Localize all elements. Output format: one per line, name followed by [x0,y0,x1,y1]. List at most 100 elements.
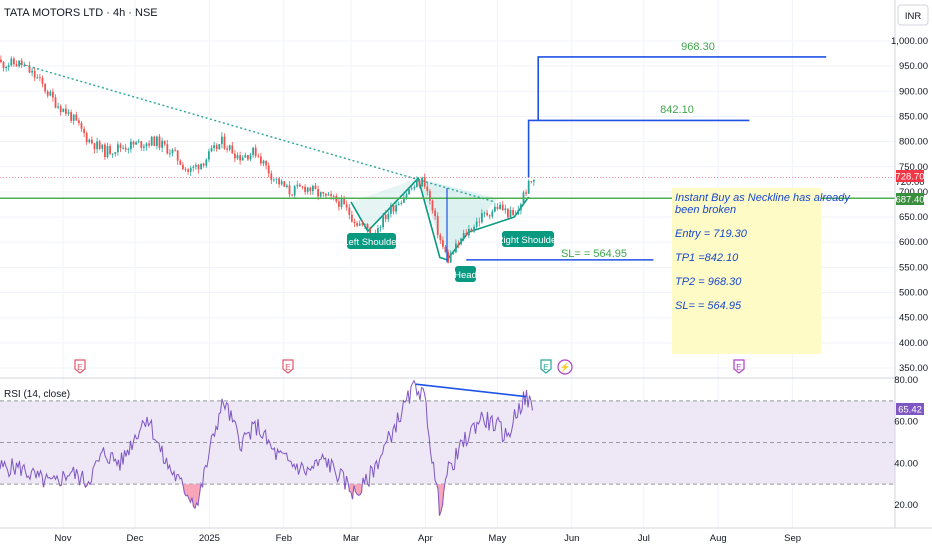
candle-body[interactable] [286,185,288,187]
head-badge[interactable]: Head [454,266,477,282]
candle-body[interactable] [455,243,457,253]
candle-body[interactable] [512,209,514,215]
time-axis[interactable]: Nov Dec 2025 Feb Mar Apr May Jun Jul Aug Sep [55,533,802,544]
candle-body[interactable] [41,77,44,84]
candle-body[interactable] [384,214,387,220]
candle-body[interactable] [496,206,499,209]
candle-body[interactable] [176,150,179,161]
candle-body[interactable] [301,186,304,188]
candle-body[interactable] [20,60,23,66]
candle-body[interactable] [221,136,223,145]
candle-body[interactable] [234,153,236,159]
candle-body[interactable] [202,163,205,166]
candle-body[interactable] [338,201,340,207]
candle-body[interactable] [70,112,72,121]
candle-body[interactable] [132,141,135,145]
candle-body[interactable] [114,152,117,154]
candle-body[interactable] [520,204,522,211]
candle-body[interactable] [457,243,460,245]
candle-body[interactable] [153,136,156,146]
rsi-series[interactable] [0,379,533,516]
candle-body[interactable] [395,205,397,212]
candle-body[interactable] [15,64,18,67]
candle-body[interactable] [197,165,200,170]
candle-body[interactable] [130,141,132,150]
candle-body[interactable] [72,114,75,121]
candle-body[interactable] [270,173,273,180]
candle-body[interactable] [509,209,512,218]
candle-body[interactable] [530,181,533,182]
candle-body[interactable] [275,178,278,180]
candle-body[interactable] [80,123,83,129]
candle-body[interactable] [379,227,382,229]
earnings-event-icon[interactable]: E [733,359,745,374]
candle-body[interactable] [161,140,163,148]
candle-body[interactable] [317,189,319,197]
candle-body[interactable] [254,147,257,156]
candle-body[interactable] [18,60,20,67]
candle-body[interactable] [327,194,330,196]
candle-body[interactable] [400,202,403,204]
candle-body[interactable] [288,185,291,195]
candle-body[interactable] [293,186,296,196]
candle-body[interactable] [106,146,109,158]
candle-body[interactable] [465,233,468,236]
candle-body[interactable] [491,211,494,217]
candle-body[interactable] [332,195,335,197]
candle-body[interactable] [31,70,33,73]
candle-body[interactable] [377,228,379,233]
candle-body[interactable] [208,151,210,160]
candle-body[interactable] [267,165,270,174]
candle-body[interactable] [309,187,312,192]
candle-body[interactable] [426,186,429,192]
candle-body[interactable] [7,65,10,68]
candle-body[interactable] [444,246,447,253]
candle-body[interactable] [265,160,267,166]
candle-body[interactable] [2,61,5,69]
candle-body[interactable] [163,140,166,145]
candle-body[interactable] [247,155,249,160]
candle-body[interactable] [439,234,442,241]
candle-body[interactable] [325,193,327,196]
candle-body[interactable] [223,136,226,149]
candle-body[interactable] [148,143,150,146]
candle-body[interactable] [475,221,478,227]
candle-body[interactable] [304,186,306,192]
candle-body[interactable] [49,91,52,96]
candle-body[interactable] [345,204,348,208]
candle-body[interactable] [403,197,405,203]
candle-body[interactable] [486,212,488,216]
candle-body[interactable] [226,148,228,150]
candle-body[interactable] [215,145,218,150]
candle-body[interactable] [387,213,390,220]
trade-note-box[interactable] [672,188,821,354]
candle-body[interactable] [117,144,119,153]
candle-body[interactable] [273,179,275,181]
price-scale[interactable] [895,0,932,550]
candle-body[interactable] [88,139,91,143]
candle-body[interactable] [460,238,462,245]
candle-body[interactable] [514,214,517,216]
candle-body[interactable] [483,212,486,214]
candle-body[interactable] [111,153,114,155]
candle-body[interactable] [348,207,351,215]
candle-body[interactable] [101,144,104,149]
candle-body[interactable] [468,229,470,236]
candle-body[interactable] [517,210,520,215]
dividend-event-icon[interactable]: ⚡ [557,359,573,375]
candle-body[interactable] [213,145,215,149]
candle-body[interactable] [499,204,501,209]
candle-body[interactable] [280,181,283,185]
candle-body[interactable] [449,253,452,263]
candle-body[interactable] [418,180,421,187]
candle-body[interactable] [478,221,481,223]
candle-body[interactable] [473,226,475,232]
earnings-event-icon[interactable]: E [282,359,294,374]
candle-body[interactable] [156,136,158,146]
candle-body[interactable] [330,194,332,196]
candle-body[interactable] [169,153,171,154]
candle-body[interactable] [122,147,124,149]
candle-body[interactable] [28,65,31,73]
candle-body[interactable] [228,145,231,150]
candle-body[interactable] [462,233,465,239]
